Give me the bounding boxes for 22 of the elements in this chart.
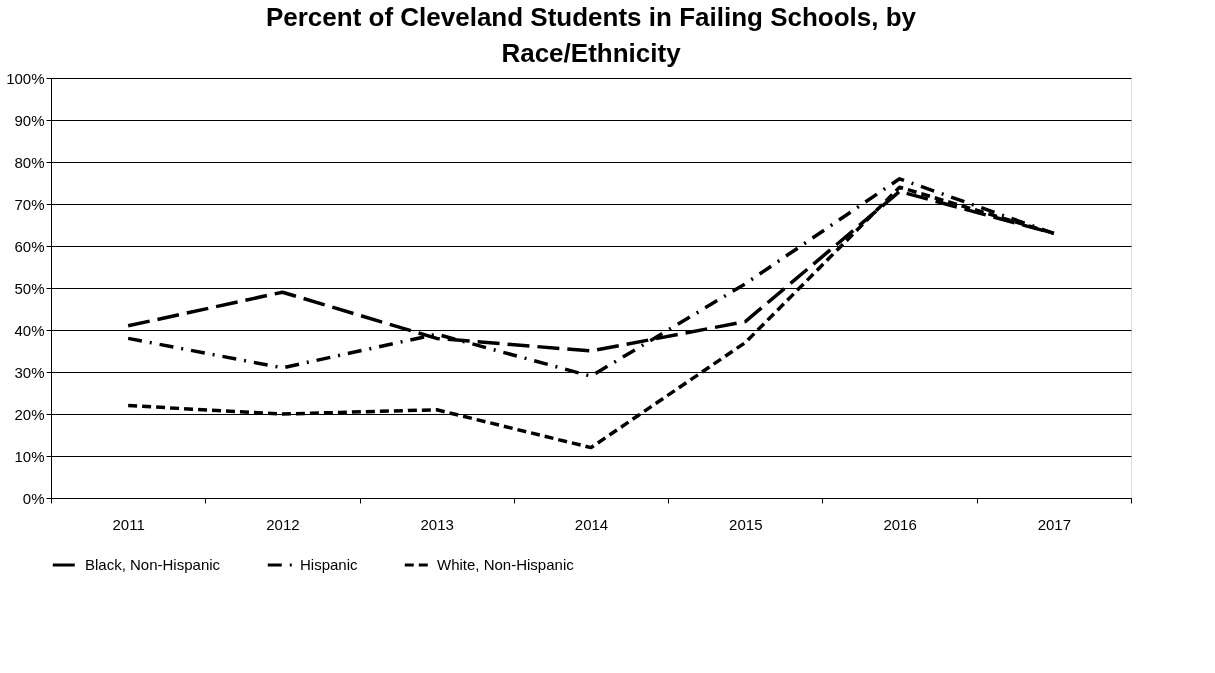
x-tick-label: 2011 <box>112 515 145 533</box>
legend-label: White, Non-Hispanic <box>437 556 575 573</box>
legend-label: Black, Non-Hispanic <box>85 556 221 573</box>
y-tick-label: 40% <box>14 321 45 339</box>
x-tick-label: 2012 <box>266 515 300 533</box>
x-tick-label: 2015 <box>729 515 763 533</box>
x-tick-label: 2017 <box>1037 515 1072 533</box>
y-tick-label: 50% <box>14 279 45 297</box>
y-tick-label: 100% <box>6 69 45 87</box>
y-tick-label: 0% <box>22 489 45 507</box>
y-tick-label: 60% <box>14 237 45 255</box>
x-tick-label: 2014 <box>574 515 609 533</box>
y-tick-label: 90% <box>14 111 45 129</box>
y-tick-label: 80% <box>14 153 45 171</box>
legend-label: Hispanic <box>300 556 359 573</box>
y-tick-label: 30% <box>14 363 45 381</box>
y-tick-label: 20% <box>14 405 45 423</box>
x-tick-label: 2013 <box>420 515 454 533</box>
y-tick-label: 70% <box>14 195 45 213</box>
y-tick-label: 10% <box>14 447 45 465</box>
x-tick-label: 2016 <box>883 515 917 533</box>
chart-title: Percent of Cleveland Students in Failing Schools, by Race/Ethnicity <box>265 2 917 68</box>
